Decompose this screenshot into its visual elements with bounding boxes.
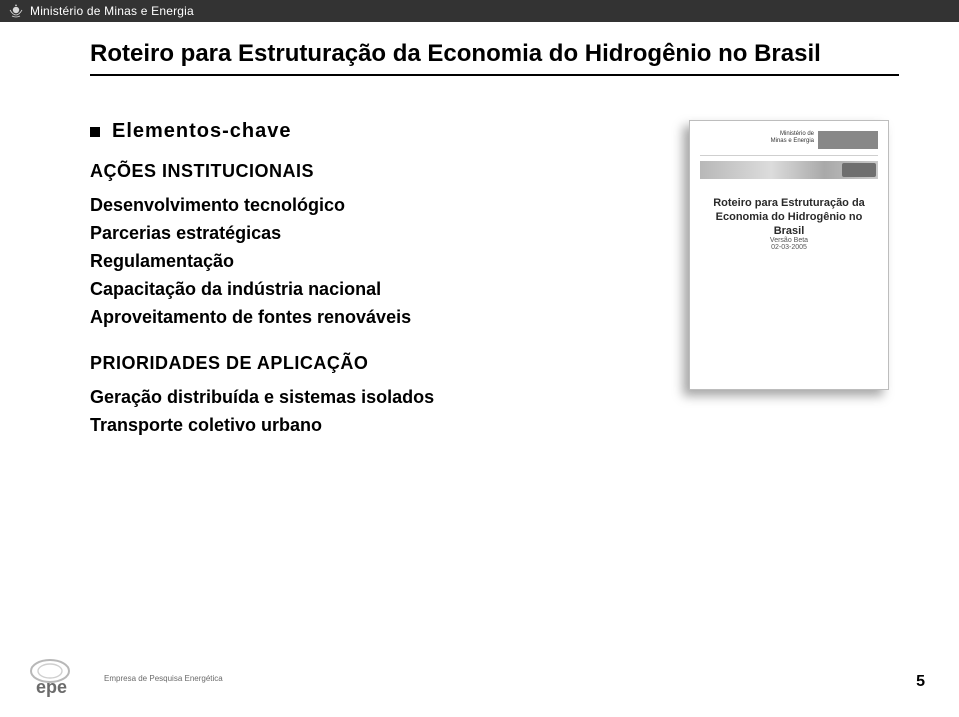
thumbnail-header-block (818, 131, 878, 149)
subheading-1: AÇÕES INSTITUCIONAIS (90, 161, 610, 182)
title-wrap: Roteiro para Estruturação da Economia do… (90, 40, 899, 76)
thumbnail-inner: Ministério deMinas e Energia Roteiro par… (690, 121, 888, 389)
list-item: Aproveitamento de fontes renováveis (90, 304, 610, 332)
section-heading-row: Elementos-chave (90, 120, 610, 143)
svg-text:epe: epe (36, 677, 67, 697)
thumbnail-rule (700, 155, 878, 156)
footer-logo-sub: Empresa de Pesquisa Energética (104, 675, 223, 684)
list-1: Desenvolvimento tecnológico Parcerias es… (90, 192, 610, 331)
list-item: Desenvolvimento tecnológico (90, 192, 610, 220)
list-2: Geração distribuída e sistemas isolados … (90, 384, 610, 440)
page-number: 5 (916, 673, 925, 691)
page-title: Roteiro para Estruturação da Economia do… (90, 40, 899, 76)
top-bar: Ministério de Minas e Energia (0, 0, 959, 22)
thumbnail-header-text: Ministério deMinas e Energia (771, 131, 814, 144)
list-item: Geração distribuída e sistemas isolados (90, 384, 610, 412)
top-bar-org: Ministério de Minas e Energia (30, 4, 194, 18)
footer-logo: epe Empresa de Pesquisa Energética (30, 659, 223, 699)
slide: Ministério de Minas e Energia Roteiro pa… (0, 0, 959, 717)
subheading-2: PRIORIDADES DE APLICAÇÃO (90, 353, 610, 374)
square-bullet-icon (90, 127, 100, 137)
list-item: Parcerias estratégicas (90, 220, 610, 248)
epe-logo-icon: epe (30, 659, 96, 699)
list-item: Regulamentação (90, 248, 610, 276)
list-item: Capacitação da indústria nacional (90, 276, 610, 304)
thumbnail-title: Roteiro para Estruturação da Economia do… (700, 197, 878, 238)
section-heading: Elementos-chave (112, 120, 292, 143)
document-thumbnail: Ministério deMinas e Energia Roteiro par… (689, 120, 889, 390)
thumbnail-image-strip (700, 161, 878, 179)
content: Elementos-chave AÇÕES INSTITUCIONAIS Des… (90, 120, 610, 440)
coat-of-arms-icon (8, 3, 24, 19)
thumbnail-subtitle: Versão Beta02-03-2005 (700, 237, 878, 251)
list-item: Transporte coletivo urbano (90, 412, 610, 440)
